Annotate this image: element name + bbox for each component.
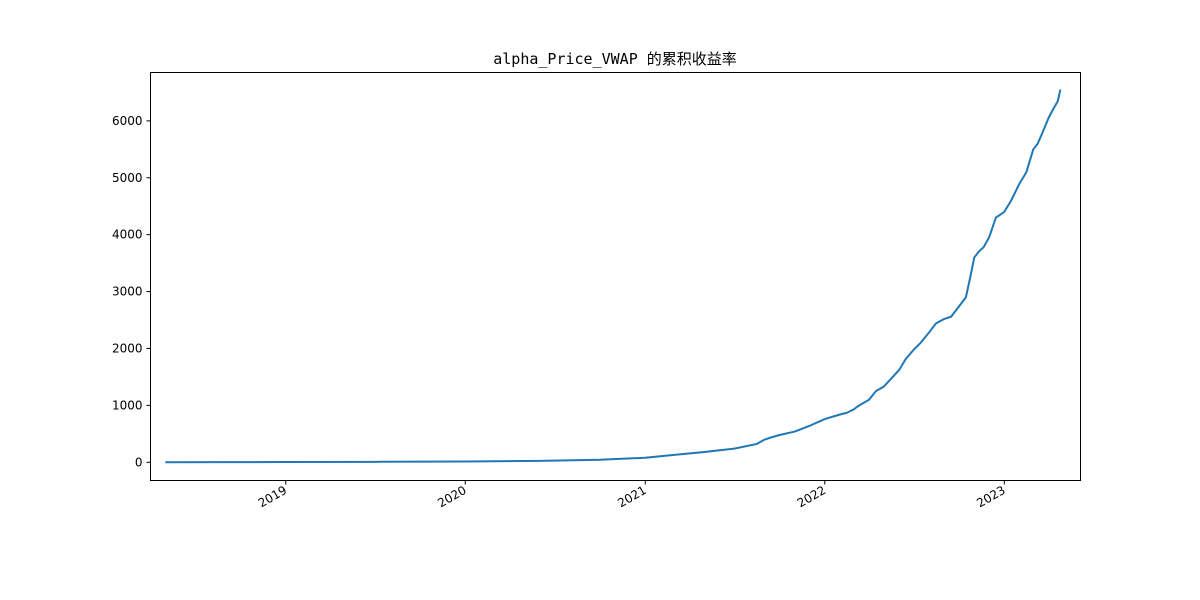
y-tick-label: 2000 [112, 341, 143, 355]
series-layer [165, 89, 1062, 464]
y-tick-label: 6000 [112, 114, 143, 128]
y-tick-label: 1000 [112, 398, 143, 412]
y-tick-label: 3000 [112, 285, 143, 299]
y-tick-label: 0 [135, 455, 143, 469]
plot-area-frame [150, 72, 1081, 481]
y-tick-label: 4000 [112, 228, 143, 242]
x-tick-label: 2019 [256, 483, 289, 510]
y-tick-label: 5000 [112, 171, 143, 185]
y-axis: 0 1000 2000 3000 4000 5000 6000 [112, 114, 151, 469]
x-tick-label: 2021 [615, 483, 648, 510]
x-tick-label: 2023 [974, 483, 1007, 510]
series-line [165, 89, 1062, 464]
x-tick-label: 2020 [435, 483, 468, 510]
chart-title: alpha_Price_VWAP 的累积收益率 [493, 50, 737, 68]
x-axis: 2019 2020 2021 2022 2023 [256, 480, 1008, 510]
x-tick-label: 2022 [795, 483, 828, 510]
